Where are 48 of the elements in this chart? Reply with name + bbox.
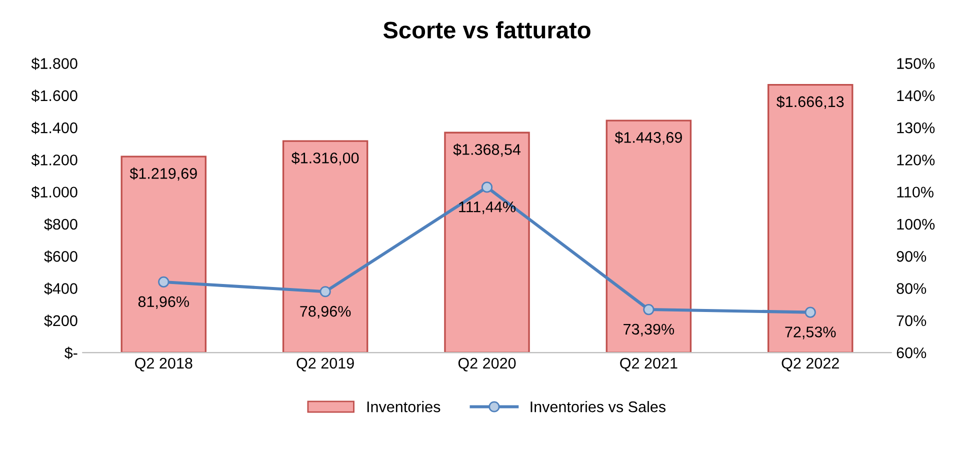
bar [606, 120, 692, 353]
bar [282, 140, 368, 353]
y-tick-label: $800 [44, 218, 78, 231]
y2-tick-label: 90% [896, 251, 926, 262]
legend-label: Inventories vs Sales [530, 401, 666, 412]
data-label: 72,53% [785, 326, 836, 340]
data-label: $1.219,69 [130, 167, 197, 181]
bar [767, 84, 854, 353]
y-tick-label: $- [64, 346, 78, 360]
y2-tick-label: 100% [897, 218, 935, 230]
y2-tick-label: 120% [897, 154, 935, 166]
y-tick-label: $1.600 [31, 90, 78, 102]
y-tick-label: $400 [44, 282, 78, 295]
data-label: $1.443,69 [614, 131, 682, 145]
y2-tick-label: 80% [896, 283, 926, 294]
x-tick-label: Q2 2019 [296, 358, 354, 372]
y-tick-label: $1.400 [31, 122, 78, 134]
y2-tick-label: 150% [897, 58, 935, 69]
x-tick-label: Q2 2020 [458, 358, 516, 372]
point [804, 306, 816, 318]
legend-label: Inventories [367, 401, 440, 412]
y-tick-label: $200 [44, 314, 78, 328]
point [643, 304, 654, 316]
data-label: 81,96% [138, 296, 189, 309]
chart-title: Scorte vs fatturato [383, 21, 590, 39]
point [158, 276, 170, 288]
point [481, 182, 493, 193]
point [320, 286, 331, 298]
data-label: $1.368,54 [453, 143, 521, 157]
y2-tick-label: 110% [897, 186, 934, 198]
data-label: 111,44% [459, 202, 516, 214]
data-label: 78,96% [300, 306, 351, 319]
x-tick-label: Q2 2022 [782, 358, 839, 372]
bar [444, 132, 530, 353]
bar [120, 156, 207, 353]
x-tick-label: Q2 2018 [135, 358, 192, 372]
y-tick-label: $1.200 [31, 154, 78, 166]
y2-tick-label: 60% [896, 347, 926, 358]
y-tick-label: $1.800 [31, 58, 78, 70]
y2-tick-label: 130% [897, 122, 935, 134]
y2-tick-label: 140% [897, 90, 935, 102]
y-tick-label: $1.000 [31, 186, 78, 198]
data-label: $1.666,13 [776, 96, 844, 109]
y2-tick-label: 70% [896, 315, 926, 326]
data-label: $1.316,00 [292, 152, 359, 166]
y-tick-label: $600 [44, 250, 78, 263]
x-tick-label: Q2 2021 [620, 358, 678, 372]
data-label: 73,39% [624, 324, 674, 336]
